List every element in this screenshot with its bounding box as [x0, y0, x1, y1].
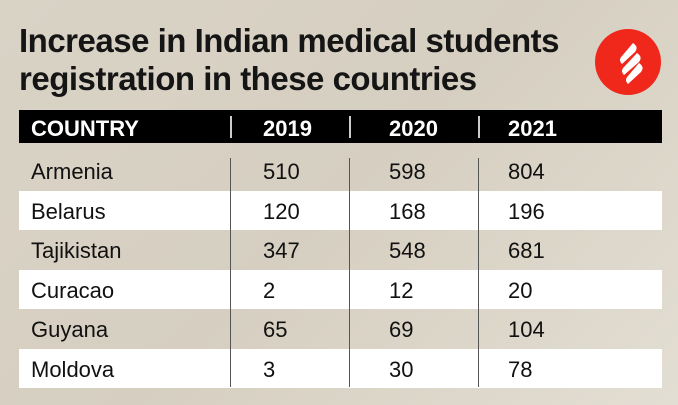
- header-2020: 2020: [389, 116, 438, 141]
- cell-value-2020: 168: [389, 198, 426, 224]
- cell-value-2020: 548: [389, 238, 426, 263]
- column-divider: [349, 158, 350, 387]
- cell-value-2020: 30: [389, 356, 414, 382]
- registration-table: COUNTRY 2019 2020 2021 Armenia 510 598 804 B…: [19, 110, 662, 388]
- page-title: Increase in Indian medical students regi…: [19, 22, 560, 97]
- cell-country: Belarus: [31, 198, 106, 224]
- header-divider: [478, 116, 480, 138]
- table-row: Armenia 510 598 804: [19, 151, 662, 191]
- logo-mark-icon: [620, 43, 643, 84]
- cell-country: Guyana: [31, 317, 109, 342]
- header-divider: [230, 116, 232, 138]
- cell-value-2021: 196: [508, 198, 545, 224]
- cell-value-2021: 681: [508, 238, 545, 263]
- column-divider: [478, 158, 479, 387]
- cell-value-2020: 69: [389, 317, 414, 342]
- cell-value-2019: 3: [263, 356, 276, 382]
- header-country: COUNTRY: [31, 116, 139, 141]
- cell-country: Armenia: [31, 159, 113, 184]
- cell-value-2020: 12: [389, 277, 414, 303]
- table-row: Guyana 65 69 104: [19, 309, 662, 349]
- cell-value-2021: 804: [508, 159, 545, 184]
- column-divider: [230, 158, 231, 387]
- indian-express-logo: [595, 29, 661, 95]
- table-body: Armenia 510 598 804 Belarus 120 168 196 Tajikist…: [19, 151, 662, 388]
- header-2021: 2021: [508, 116, 557, 141]
- table-row: Belarus 120 168 196: [19, 190, 662, 230]
- table-row: Curacao 2 12 20: [19, 269, 662, 309]
- cell-value-2021: 78: [508, 356, 533, 382]
- cell-country: Curacao: [31, 277, 115, 303]
- table-header: COUNTRY 2019 2020 2021: [19, 110, 662, 143]
- cell-country: Tajikistan: [31, 238, 122, 263]
- header-divider: [349, 116, 351, 138]
- cell-country: Moldova: [31, 356, 115, 382]
- cell-value-2021: 20: [508, 277, 533, 303]
- table-row: Moldova 3 30 78: [19, 348, 662, 388]
- cell-value-2020: 598: [389, 159, 426, 184]
- cell-value-2019: 120: [263, 198, 300, 224]
- cell-value-2019: 65: [263, 317, 288, 342]
- table-row: Tajikistan 347 548 681: [19, 230, 662, 270]
- cell-value-2021: 104: [508, 317, 545, 342]
- cell-value-2019: 2: [263, 277, 276, 303]
- cell-value-2019: 347: [263, 238, 300, 263]
- cell-value-2019: 510: [263, 159, 300, 184]
- header-2019: 2019: [263, 116, 312, 141]
